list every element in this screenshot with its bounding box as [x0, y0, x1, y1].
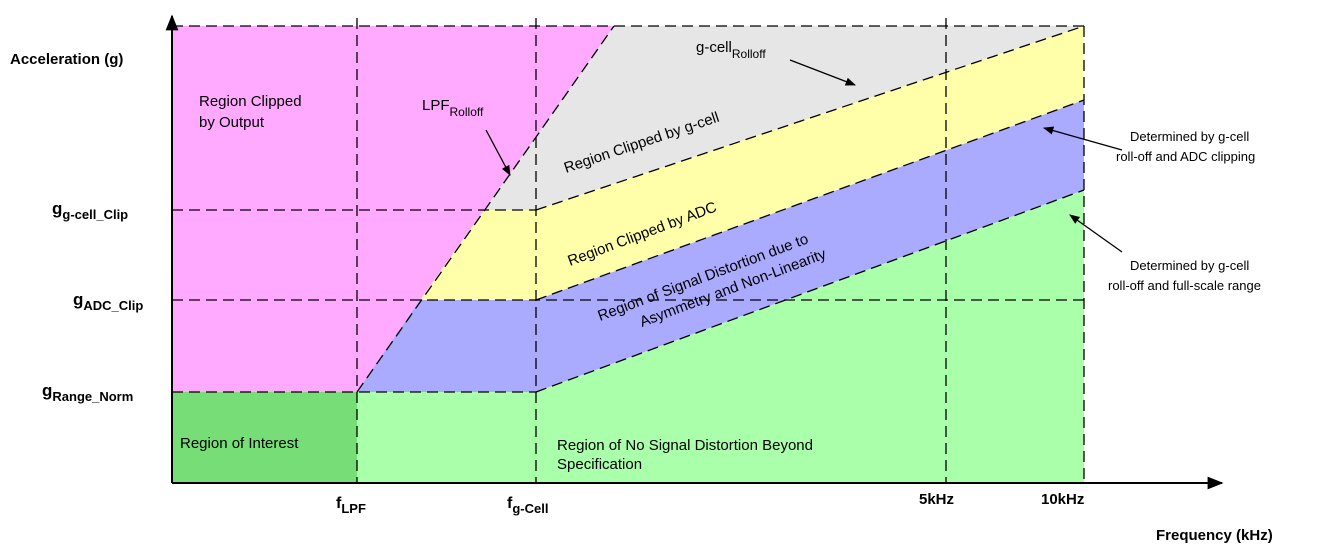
boundary-full-scale — [535, 189, 1085, 393]
x-tick-f-gcell: fg-Cell — [507, 495, 548, 516]
x-tick-10khz: 10kHz — [1041, 491, 1084, 508]
label-region-of-interest: Region of Interest — [180, 435, 299, 452]
region-clipped-by-adc — [420, 26, 1084, 300]
note-full-scale-range: Determined by g-cell roll-off and full-s… — [1108, 258, 1261, 293]
boundary-lpf-rolloff — [356, 25, 615, 393]
region-signal-distortion — [357, 100, 1084, 392]
y-tick-range-norm: gRange_Norm — [42, 381, 133, 404]
label-region-clipped-by-output: Region Clipped by Output — [199, 93, 306, 131]
region-of-interest — [172, 392, 357, 483]
x-axis-title: Frequency (kHz) — [1156, 527, 1273, 544]
boundary-adc-clip — [535, 99, 1085, 301]
y-tick-g-cell-clip: gg-cell_Clip — [52, 199, 128, 222]
y-tick-adc-clip: gADC_Clip — [73, 290, 143, 313]
pointer-full-scale-range — [1069, 214, 1123, 253]
label-lpf-rolloff: LPFRolloff — [422, 97, 484, 119]
x-tick-5khz: 5kHz — [919, 491, 954, 508]
region-clipped-by-gcell — [484, 26, 1084, 210]
pointer-adc-clipping — [1042, 126, 1123, 151]
boundary-gcell-rolloff — [535, 25, 1085, 211]
label-region-no-distortion: Region of No Signal Distortion Beyond Sp… — [557, 437, 817, 473]
label-gcell-rolloff: g-cellRolloff — [696, 39, 766, 61]
pointer-lpf-rolloff — [485, 129, 511, 176]
note-adc-clipping: Determined by g-cell roll-off and ADC cl… — [1116, 129, 1255, 164]
pointer-gcell-rolloff — [789, 59, 856, 86]
region-no-distortion — [357, 190, 1084, 483]
y-axis-title: Acceleration (g) — [10, 51, 123, 68]
x-tick-f-lpf: fLPF — [336, 495, 366, 516]
